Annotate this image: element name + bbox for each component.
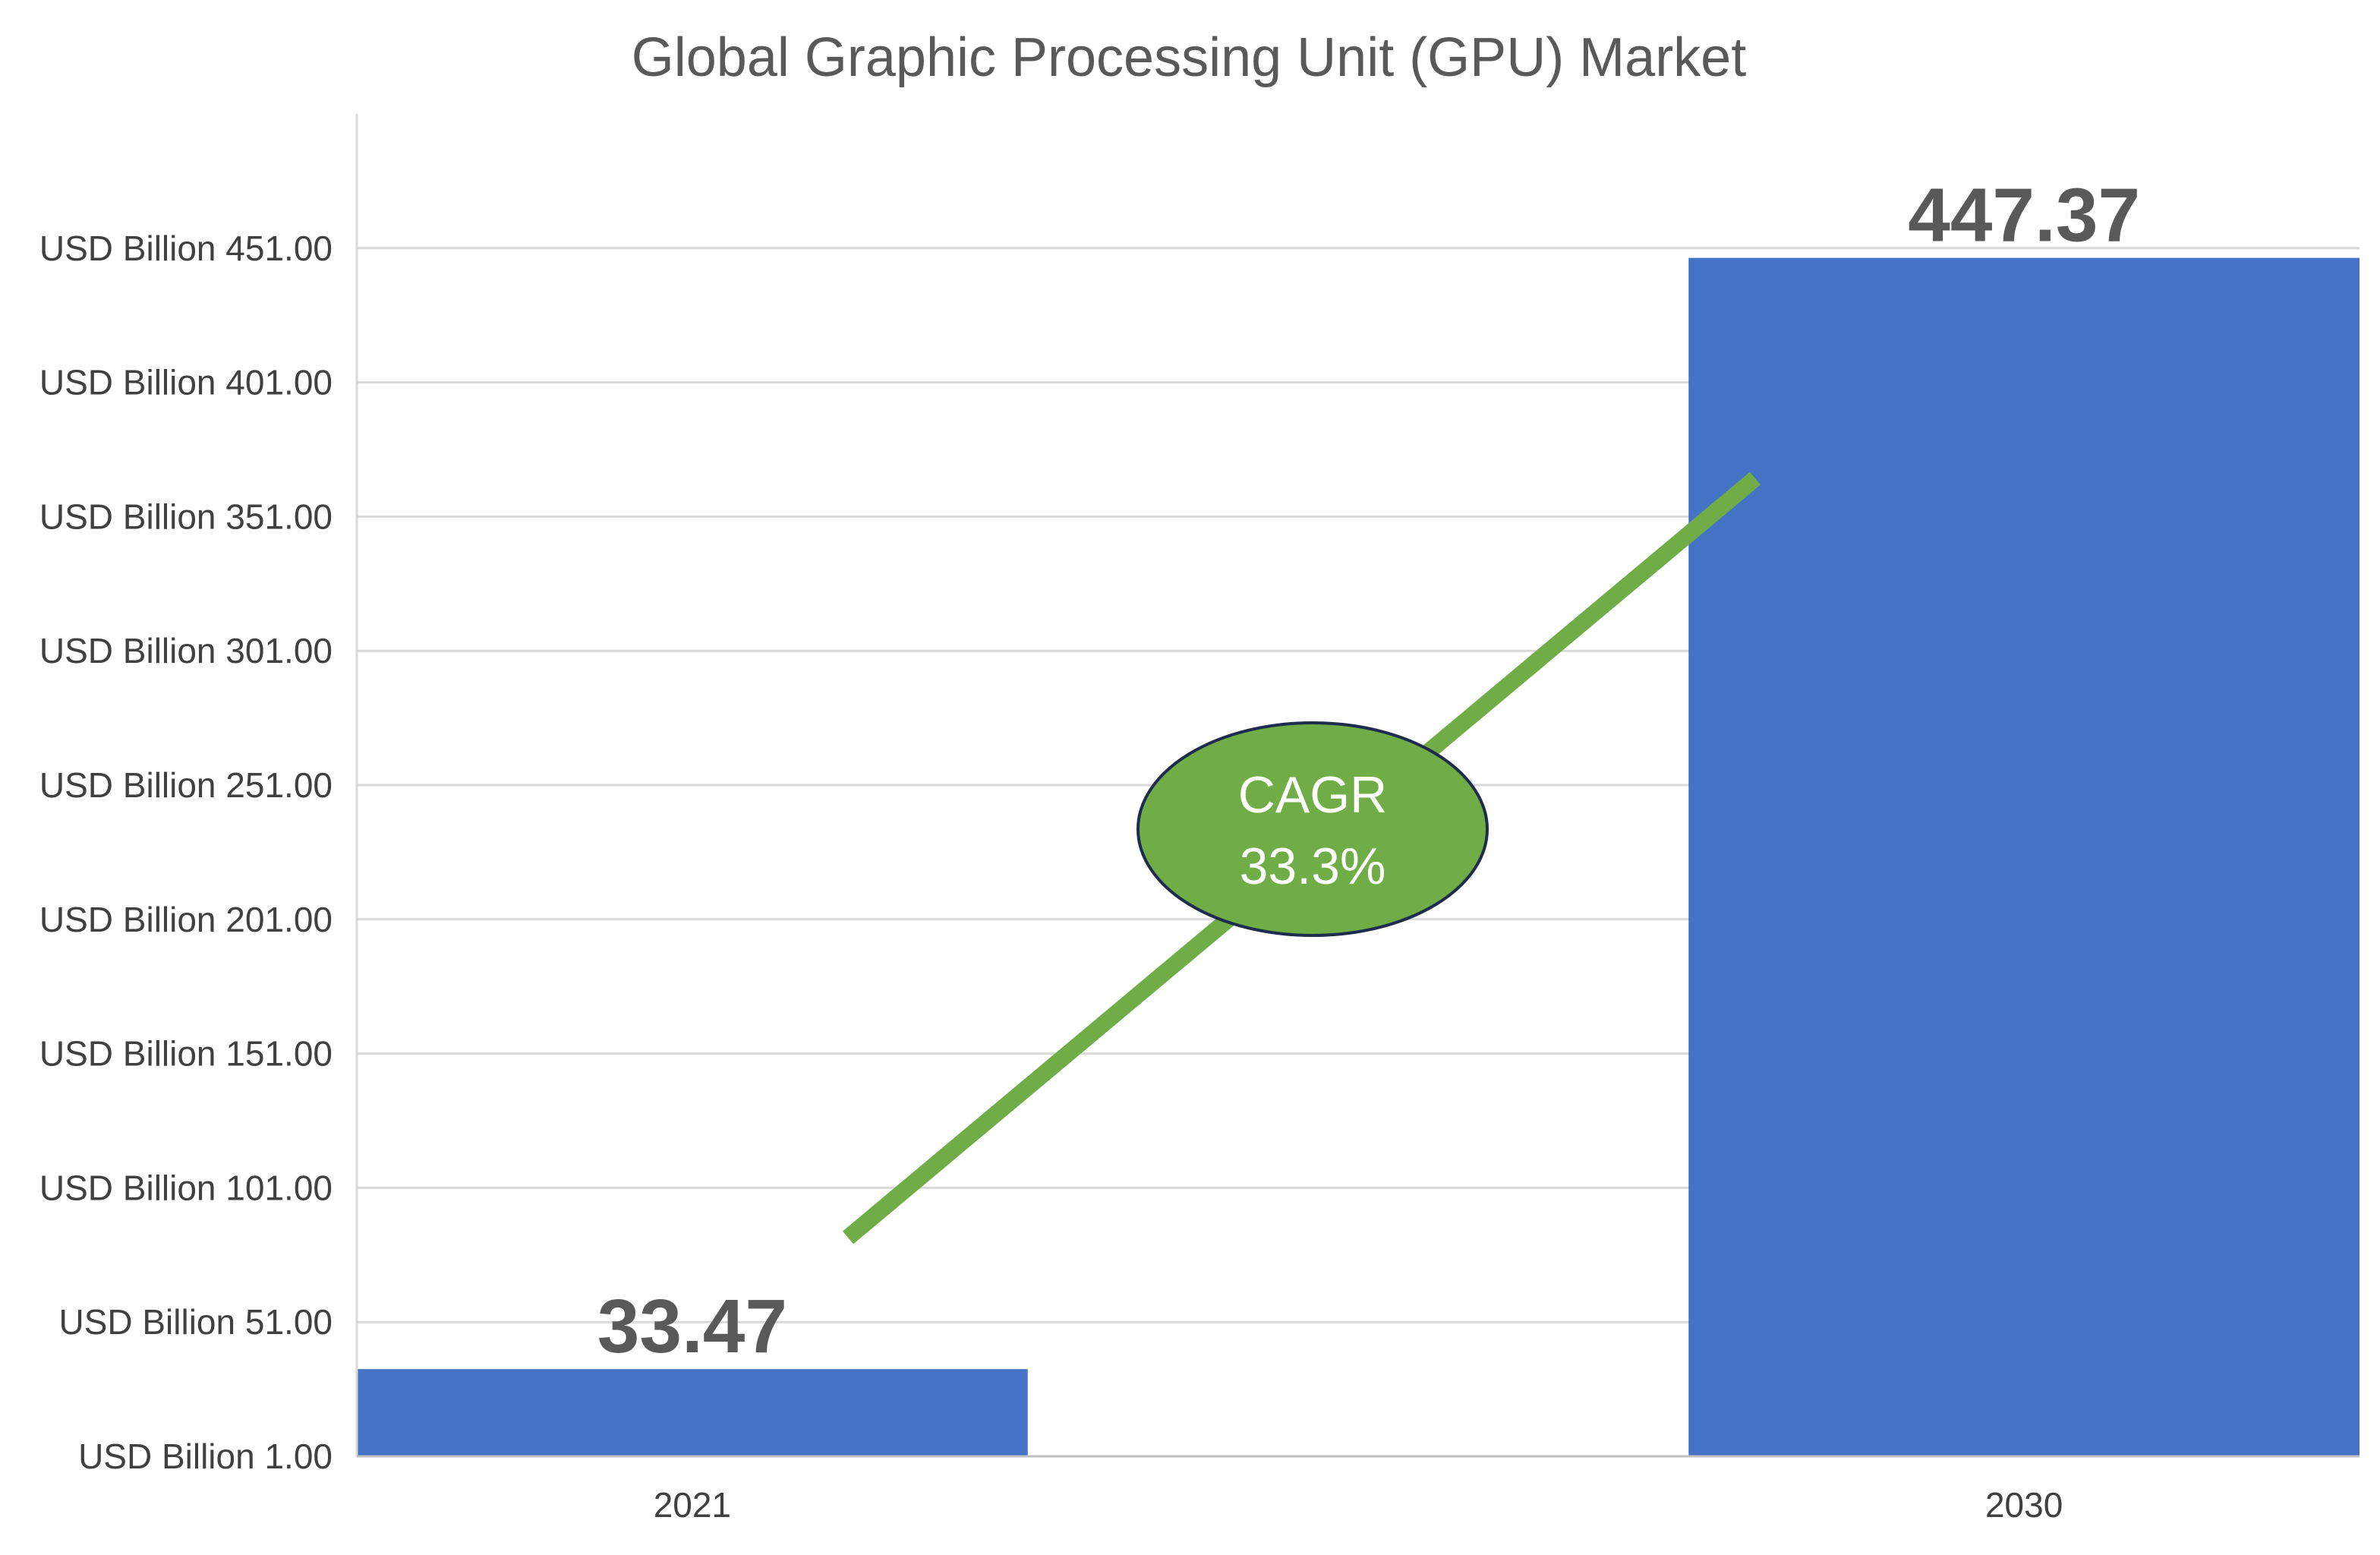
x-axis-ticks: 2021 2030 (654, 1485, 2063, 1525)
bars (357, 257, 2360, 1456)
y-tick-label: USD Billion 351.00 (39, 497, 333, 536)
x-tick-label: 2021 (654, 1485, 731, 1525)
cagr-bubble (1136, 721, 1489, 937)
y-tick-label: USD Billion 251.00 (39, 765, 333, 805)
y-tick-label: USD Billion 1.00 (78, 1437, 333, 1476)
y-tick-label: USD Billion 51.00 (58, 1302, 333, 1342)
bar (357, 1369, 1028, 1456)
chart-title: Global Graphic Processing Unit (GPU) Mar… (632, 27, 1746, 88)
axes (355, 114, 2360, 1458)
data-label: 33.47 (597, 1284, 787, 1369)
cagr-value: 33.3% (1240, 837, 1386, 895)
y-tick-label: USD Billion 301.00 (39, 631, 333, 670)
y-tick-label: USD Billion 201.00 (39, 900, 333, 939)
y-axis-ticks: USD Billion 1.00 USD Billion 51.00 USD Bil… (39, 229, 333, 1476)
data-labels: 33.47 447.37 (597, 173, 2140, 1370)
cagr-label: CAGR (1238, 766, 1387, 824)
y-tick-label: USD Billion 101.00 (39, 1168, 333, 1207)
x-tick-label: 2030 (1985, 1485, 2063, 1525)
cagr-annotation: CAGR 33.3% (842, 472, 1761, 1244)
y-tick-label: USD Billion 401.00 (39, 363, 333, 402)
bar (1688, 257, 2360, 1456)
data-label: 447.37 (1908, 173, 2140, 258)
y-tick-label: USD Billion 151.00 (39, 1034, 333, 1074)
y-tick-label: USD Billion 451.00 (39, 229, 333, 268)
